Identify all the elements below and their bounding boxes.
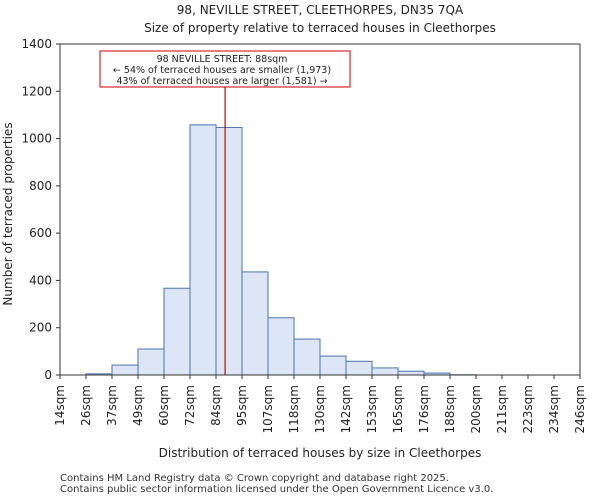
histogram-bar bbox=[163, 287, 191, 376]
y-tick-label: 800 bbox=[29, 179, 52, 193]
x-tick-label: 26sqm bbox=[79, 385, 93, 426]
x-tick-label: 130sqm bbox=[313, 385, 327, 433]
x-tick-label: 95sqm bbox=[235, 385, 249, 426]
footer-line-1: Contains HM Land Registry data © Crown c… bbox=[60, 473, 449, 484]
histogram-bar bbox=[241, 271, 269, 376]
histogram-bar bbox=[319, 355, 347, 376]
chart-subtitle: Size of property relative to terraced ho… bbox=[144, 21, 496, 35]
x-tick-label: 153sqm bbox=[365, 385, 379, 433]
histogram-bar bbox=[397, 370, 425, 376]
plot-area: 0 200 400 600 800 1000 1200 1400 14sqm 26sqm 37sqm… bbox=[21, 37, 587, 433]
x-tick-label: 107sqm bbox=[261, 385, 275, 433]
y-tick-label: 1400 bbox=[21, 37, 52, 51]
footer-line-2: Contains public sector information licen… bbox=[60, 484, 494, 495]
x-tick-label: 142sqm bbox=[339, 385, 353, 433]
histogram-bar bbox=[111, 364, 139, 376]
y-tick-label: 600 bbox=[29, 226, 52, 240]
x-tick-label: 84sqm bbox=[209, 385, 223, 426]
histogram-bar bbox=[267, 317, 295, 376]
x-tick-label: 176sqm bbox=[417, 385, 431, 433]
histogram-bar bbox=[345, 360, 373, 376]
x-tick-label: 188sqm bbox=[443, 385, 457, 433]
annotation-text: 98 NEVILLE STREET: 88sqm bbox=[157, 54, 288, 65]
x-tick-label: 118sqm bbox=[287, 385, 301, 433]
chart-title: 98, NEVILLE STREET, CLEETHORPES, DN35 7Q… bbox=[177, 3, 464, 17]
x-tick-label: 246sqm bbox=[573, 385, 587, 433]
x-tick-label: 60sqm bbox=[157, 385, 171, 426]
annotation-text: ← 54% of terraced houses are smaller (1,… bbox=[113, 65, 331, 76]
histogram-bar bbox=[371, 367, 399, 376]
y-tick-label: 1200 bbox=[21, 84, 52, 98]
x-axis-label: Distribution of terraced houses by size … bbox=[159, 446, 482, 460]
y-axis-label: Number of terraced properties bbox=[1, 122, 15, 305]
y-tick-label: 200 bbox=[29, 321, 52, 335]
x-tick-label: 14sqm bbox=[53, 385, 67, 426]
y-tick-label: 0 bbox=[44, 368, 52, 382]
x-tick-label: 49sqm bbox=[131, 385, 145, 426]
x-tick-label: 37sqm bbox=[105, 385, 119, 426]
x-tick-label: 211sqm bbox=[495, 385, 509, 433]
x-tick-label: 165sqm bbox=[391, 385, 405, 433]
x-tick-label: 72sqm bbox=[183, 385, 197, 426]
histogram-bar bbox=[215, 126, 243, 376]
x-tick-label: 200sqm bbox=[469, 385, 483, 433]
x-tick-label: 223sqm bbox=[521, 385, 535, 433]
histogram-bar bbox=[293, 338, 321, 376]
annotation-text: 43% of terraced houses are larger (1,581… bbox=[116, 76, 327, 87]
y-tick-label: 1000 bbox=[21, 132, 52, 146]
histogram-bar bbox=[137, 348, 165, 376]
histogram-bar bbox=[189, 124, 217, 376]
x-tick-label: 234sqm bbox=[547, 385, 561, 433]
annotation-box bbox=[99, 50, 351, 88]
y-tick-label: 400 bbox=[29, 273, 52, 287]
